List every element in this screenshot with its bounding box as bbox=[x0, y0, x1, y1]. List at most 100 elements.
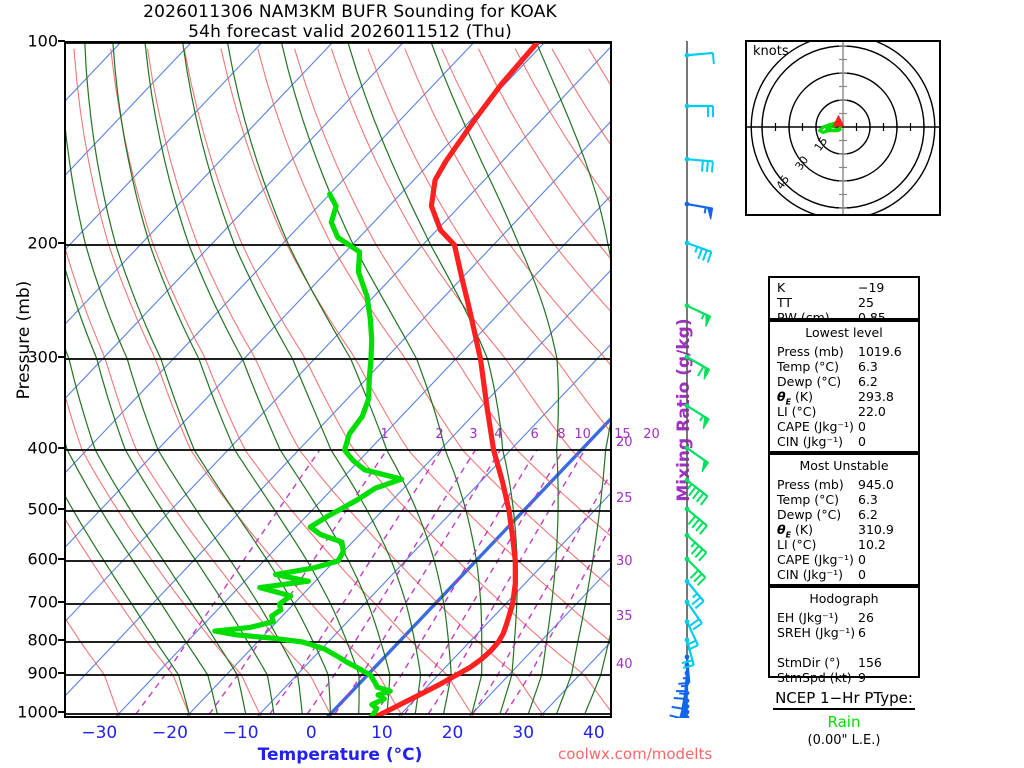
lowest-value: 1019.6 bbox=[858, 344, 902, 359]
pressure-tick-600: 600 bbox=[27, 549, 58, 569]
lowest-row: Temp (°C) 6.3 bbox=[770, 359, 918, 374]
index-value: 25 bbox=[858, 295, 874, 310]
lowest-row: LI (°C) 22.0 bbox=[770, 404, 918, 419]
pressure-tick-mark-600 bbox=[58, 558, 65, 560]
index-value: −19 bbox=[858, 280, 885, 295]
pressure-tick-mark-800 bbox=[58, 639, 65, 641]
wind-barb bbox=[684, 403, 710, 430]
wind-barb bbox=[684, 599, 703, 631]
index-key: TT bbox=[777, 295, 793, 310]
pressure-tick-mark-900 bbox=[58, 672, 65, 674]
hodostat-value: 156 bbox=[858, 655, 882, 670]
unstable-key: LI (°C) bbox=[777, 537, 817, 552]
pressure-tick-400: 400 bbox=[27, 438, 58, 458]
unstable-value: 310.9 bbox=[858, 522, 894, 537]
temperature-tick-0: 0 bbox=[305, 723, 317, 743]
pressure-tick-500: 500 bbox=[27, 499, 58, 519]
wind-barb bbox=[684, 354, 711, 380]
wind-barb bbox=[684, 578, 705, 610]
lowest-row: Press (mb) 1019.6 bbox=[770, 344, 918, 359]
wind-barb-column bbox=[669, 41, 715, 718]
mixing-right-tick-20: 20 bbox=[616, 435, 633, 450]
wind-barb bbox=[684, 303, 712, 327]
hodo-ring-label-30: 30 bbox=[793, 154, 812, 173]
page-subtitle: 54h forecast valid 2026011512 (Thu) bbox=[188, 22, 512, 42]
hodo-ring-label-45: 45 bbox=[774, 173, 793, 192]
unstable-key: Temp (°C) bbox=[777, 492, 840, 507]
most-unstable-header: Most Unstable bbox=[799, 458, 889, 473]
hodo-ring-label-15: 15 bbox=[812, 135, 831, 154]
unstable-row: CAPE (Jkg⁻¹) 0 bbox=[770, 552, 918, 567]
temperature-axis-label: Temperature (°C) bbox=[257, 745, 423, 765]
mixing-right-tick-35: 35 bbox=[616, 609, 633, 624]
hodostat-value: 9 bbox=[858, 670, 866, 685]
hodostat-row: StmDir (°) 156 bbox=[770, 655, 918, 670]
lowest-value: 293.8 bbox=[858, 389, 894, 404]
mixing-ratio-label-6: 6 bbox=[530, 427, 539, 442]
mixing-ratio-label-20: 20 bbox=[643, 427, 660, 442]
unstable-value: 945.0 bbox=[858, 477, 894, 492]
hodostat-row: EH (Jkg⁻¹) 26 bbox=[770, 610, 918, 625]
hodograph-stats-header: Hodograph bbox=[809, 591, 879, 606]
hodograph-plot[interactable]: 15 30 45 knots bbox=[745, 40, 941, 216]
lowest-row: CAPE (Jkg⁻¹) 0 bbox=[770, 419, 918, 434]
wind-barb bbox=[684, 506, 708, 535]
pressure-tick-mark-200 bbox=[58, 242, 65, 244]
hodostat-value: 6 bbox=[858, 625, 866, 640]
pressure-axis-label: Pressure (mb) bbox=[14, 280, 34, 400]
unstable-row: Press (mb) 945.0 bbox=[770, 477, 918, 492]
unstable-row: LI (°C) 10.2 bbox=[770, 537, 918, 552]
hodostat-key: StmDir (°) bbox=[777, 655, 841, 670]
hodograph-units-label: knots bbox=[753, 44, 789, 59]
most-unstable-panel: Most Unstable Press (mb) 945.0 Temp (°C) 6.… bbox=[768, 453, 920, 586]
unstable-key: CAPE (Jkg⁻¹) bbox=[777, 552, 854, 567]
ptype-title: NCEP 1−Hr PType: bbox=[773, 689, 915, 710]
pressure-tick-1000: 1000 bbox=[17, 702, 58, 722]
wind-barb bbox=[684, 556, 707, 586]
wind-barb bbox=[684, 103, 714, 118]
lowest-level-header: Lowest level bbox=[805, 325, 883, 340]
unstable-key: θE (K) bbox=[777, 522, 813, 540]
mixing-ratio-label-1: 1 bbox=[380, 427, 389, 442]
temperature-tick-30: 30 bbox=[512, 723, 535, 743]
lowest-key: LI (°C) bbox=[777, 404, 817, 419]
wind-barb bbox=[684, 156, 714, 173]
lowest-value: 22.0 bbox=[858, 404, 886, 419]
lowest-value: 0 bbox=[858, 419, 866, 434]
mixing-right-tick-40: 40 bbox=[616, 657, 633, 672]
wind-barb bbox=[684, 532, 708, 562]
unstable-row: θE (K) 310.9 bbox=[770, 522, 918, 540]
lowest-level-panel: Lowest level Press (mb) 1019.6 Temp (°C) 6.… bbox=[768, 320, 920, 453]
temperature-tick-10: 10 bbox=[371, 723, 393, 743]
unstable-value: 10.2 bbox=[858, 537, 886, 552]
mixing-ratio-label-15: 15 bbox=[614, 427, 631, 442]
lowest-key: Dewp (°C) bbox=[777, 374, 842, 389]
pressure-tick-700: 700 bbox=[27, 592, 58, 612]
indices-panel: K −19 TT 25 PW (cm) 0.85 bbox=[768, 276, 920, 325]
unstable-key: Dewp (°C) bbox=[777, 507, 842, 522]
index-key: K bbox=[777, 280, 786, 295]
hodostat-key: StmSpd (kt) bbox=[777, 670, 852, 685]
mixing-ratio-label-8: 8 bbox=[557, 427, 566, 442]
lowest-row: CIN (Jkg⁻¹) 0 bbox=[770, 434, 918, 449]
watermark: coolwx.com/modelts bbox=[558, 745, 713, 763]
hodostat-row bbox=[770, 640, 918, 655]
wind-barb bbox=[684, 477, 709, 506]
pressure-tick-mark-400 bbox=[58, 447, 65, 449]
temperature-tick--20: −20 bbox=[152, 723, 188, 743]
unstable-value: 0 bbox=[858, 567, 866, 582]
lowest-key: Press (mb) bbox=[777, 344, 844, 359]
wind-barb bbox=[684, 240, 713, 263]
page-title: 2026011306 NAM3KM BUFR Sounding for KOAK bbox=[143, 2, 557, 22]
mixing-ratio-label-4: 4 bbox=[494, 427, 503, 442]
skewt-plot-area[interactable] bbox=[64, 41, 612, 718]
mixing-ratio-label-3: 3 bbox=[469, 427, 478, 442]
hodograph-stats-panel: Hodograph EH (Jkg⁻¹) 26 SREH (Jkg⁻¹) 6 StmDi… bbox=[768, 586, 920, 685]
temperature-tick-20: 20 bbox=[441, 723, 464, 743]
unstable-key: CIN (Jkg⁻¹) bbox=[777, 567, 843, 582]
unstable-row: CIN (Jkg⁻¹) 0 bbox=[770, 567, 918, 582]
lowest-key: θE (K) bbox=[777, 389, 813, 407]
ptype-value: Rain bbox=[827, 713, 861, 731]
wind-barb bbox=[684, 445, 709, 473]
